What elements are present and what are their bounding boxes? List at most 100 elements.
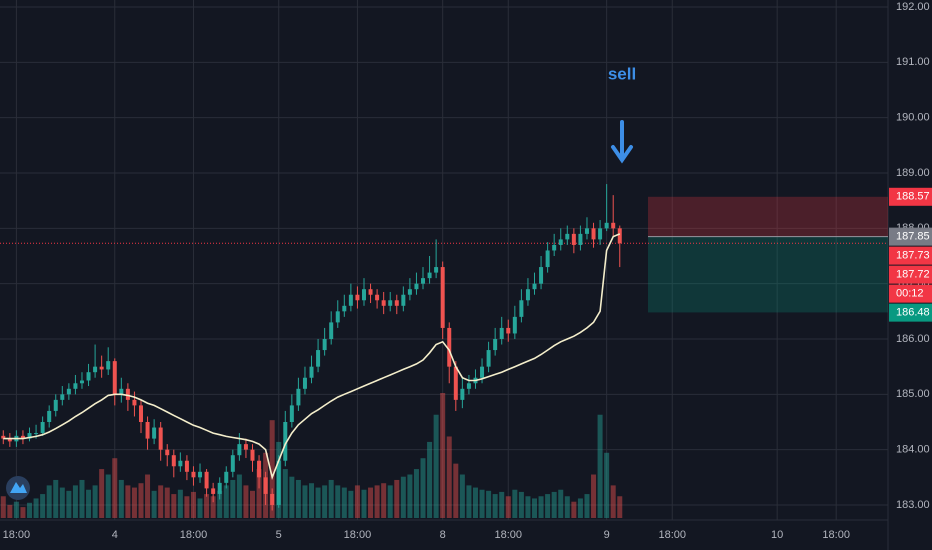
candle-body xyxy=(571,233,576,245)
x-tick-label: 18:00 xyxy=(658,529,686,541)
candle-body xyxy=(60,394,65,400)
x-tick-label: 5 xyxy=(276,529,282,541)
volume-bar xyxy=(558,489,564,518)
candle-body xyxy=(493,339,498,351)
volume-bar xyxy=(512,489,518,518)
candle-body xyxy=(184,460,189,472)
volume-bar xyxy=(40,494,46,518)
y-tick-label: 186.00 xyxy=(896,333,930,345)
price-label: 186.48 xyxy=(896,307,930,319)
candle-body xyxy=(375,294,380,301)
volume-bar xyxy=(440,393,446,518)
volume-bar xyxy=(204,494,210,518)
x-tick-label: 8 xyxy=(440,529,446,541)
volume-bar xyxy=(269,420,275,518)
volume-bar xyxy=(348,490,354,518)
candle-body xyxy=(414,283,419,290)
candle-body xyxy=(598,228,603,240)
price-label-box xyxy=(889,303,932,322)
candle-body xyxy=(1,435,6,439)
volume-bar xyxy=(368,487,374,518)
candle-body xyxy=(421,278,426,284)
volume-bar xyxy=(505,496,511,518)
candle-body xyxy=(79,380,84,384)
volume-bar xyxy=(322,485,328,518)
volume-bar xyxy=(499,491,505,518)
x-tick-label: 18:00 xyxy=(344,529,372,541)
volume-bar xyxy=(79,479,85,518)
candle-body xyxy=(545,250,550,268)
candle-body xyxy=(480,366,485,378)
candle-body xyxy=(112,361,117,395)
candle-body xyxy=(539,267,544,284)
volume-bar xyxy=(295,479,301,518)
candle-body xyxy=(152,427,157,439)
price-label: 187.85 xyxy=(896,231,930,243)
candle-body xyxy=(322,339,327,351)
logo-mark xyxy=(10,482,27,493)
volume-bar xyxy=(243,485,249,518)
volume-bar xyxy=(131,487,137,518)
x-tick-label: 18:00 xyxy=(495,529,523,541)
price-label-box xyxy=(889,187,932,206)
volume-bar xyxy=(571,501,577,518)
candle-body xyxy=(381,300,386,306)
candle-body xyxy=(211,488,216,494)
candle-body xyxy=(512,316,517,334)
candle-body xyxy=(86,372,91,381)
candle-body xyxy=(257,460,262,478)
volume-bar xyxy=(217,490,223,518)
volume-bar xyxy=(453,463,459,518)
volume-bar xyxy=(138,483,144,518)
volume-bar xyxy=(164,487,170,518)
volume-bar xyxy=(446,436,452,518)
volume-bar xyxy=(387,485,393,518)
candle-body xyxy=(519,300,524,317)
candle-body xyxy=(250,449,255,461)
candle-body xyxy=(73,383,78,389)
stop-zone xyxy=(648,196,888,237)
volume-bar xyxy=(302,485,308,518)
x-tick-label: 18:00 xyxy=(822,529,850,541)
volume-bar xyxy=(33,498,39,518)
candle-body xyxy=(427,272,432,279)
y-tick-label: 184.00 xyxy=(896,444,930,456)
candle-body xyxy=(361,289,366,301)
candle-body xyxy=(316,350,321,367)
candle-body xyxy=(66,388,71,395)
x-tick-label: 10 xyxy=(771,529,783,541)
price-label-box xyxy=(889,227,932,246)
volume-bar xyxy=(361,489,367,518)
candle-body xyxy=(99,366,104,370)
volume-bar xyxy=(374,485,380,518)
volume-bar xyxy=(309,483,315,518)
volume-bar xyxy=(86,489,92,518)
volume-bar xyxy=(591,474,597,518)
volume-bar xyxy=(532,498,538,518)
candle-body xyxy=(171,455,176,467)
candle-body xyxy=(145,422,150,439)
candle-body xyxy=(466,383,471,389)
price-label: 187.73 xyxy=(896,250,930,262)
price-label-box xyxy=(889,284,932,303)
candle-body xyxy=(217,482,222,494)
ema-line xyxy=(3,233,621,480)
candle-body xyxy=(506,327,511,334)
candle-body xyxy=(611,222,616,229)
candle-body xyxy=(434,267,439,273)
volume-bar xyxy=(145,474,151,518)
volume-bar xyxy=(328,479,334,518)
volume-bar xyxy=(118,479,124,518)
volume-bar xyxy=(617,496,623,518)
candle-body xyxy=(178,460,183,467)
volume-bar xyxy=(472,487,478,518)
volume-bar xyxy=(381,483,387,518)
volume-bar xyxy=(341,487,347,518)
candle-body xyxy=(224,471,229,483)
volume-bar xyxy=(20,507,26,518)
candle-body xyxy=(132,399,137,406)
volume-bar xyxy=(577,498,583,518)
volume-bar xyxy=(0,496,6,518)
volume-bar xyxy=(125,485,131,518)
y-tick-label: 190.00 xyxy=(896,112,930,124)
